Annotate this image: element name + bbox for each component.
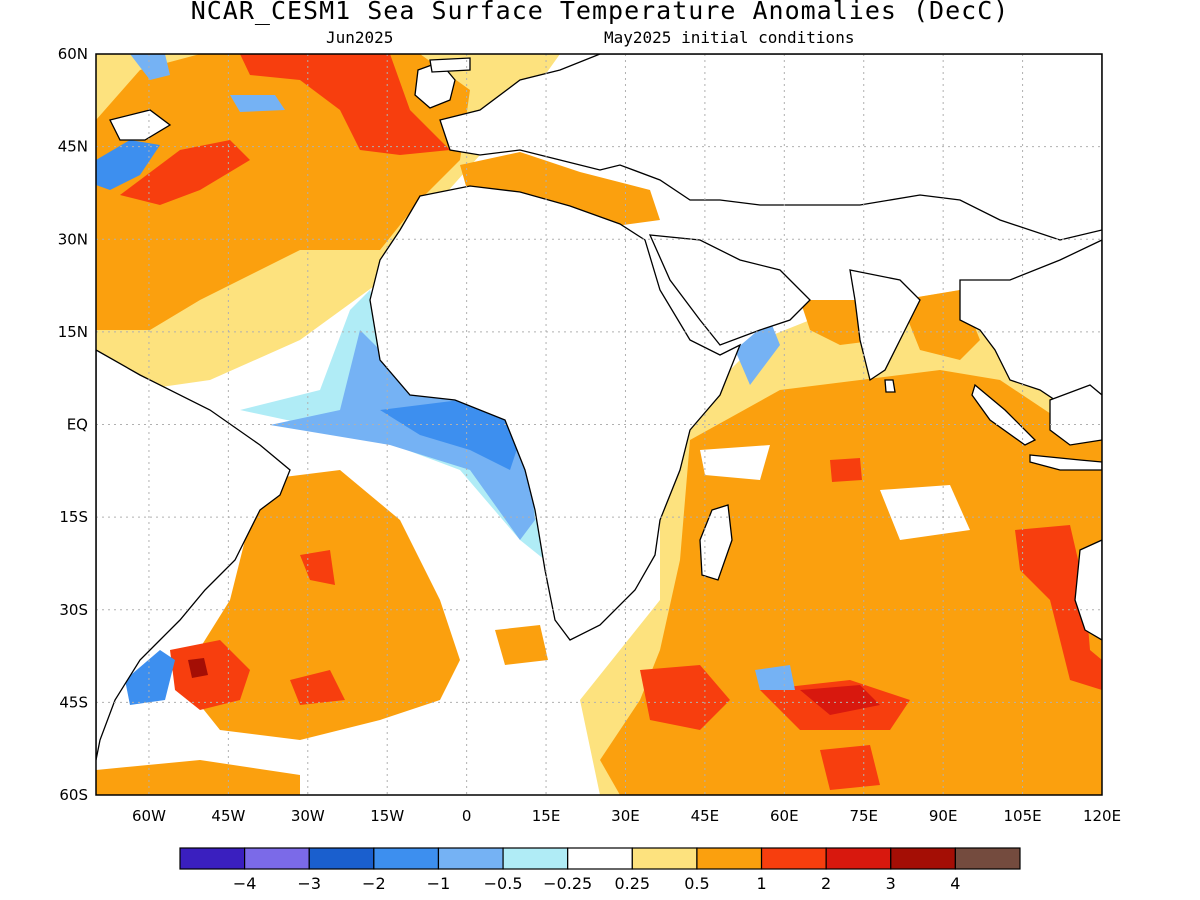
land-south-america (96, 349, 291, 761)
latitude-labels: 60N 45N 30N 15N EQ 15S 30S 45S 60S (58, 45, 88, 804)
colorbar-label: −0.5 (484, 874, 523, 893)
land-iceland (429, 57, 471, 73)
colorbar-swatch (308, 847, 375, 870)
anomaly-gulf-guinea-blue (380, 400, 520, 470)
forecast-month: Jun2025 (326, 28, 394, 47)
lon-label: 15W (370, 807, 404, 825)
lon-label: 45E (691, 807, 720, 825)
land-java (1029, 454, 1102, 471)
colorbar-swatch (373, 847, 440, 870)
anomaly-indian-red-2 (640, 665, 730, 730)
colorbar-label: −0.25 (543, 874, 592, 893)
colorbar-labels: −4 −3 −2 −1 −0.5 −0.25 0.25 0.5 1 2 3 4 (233, 874, 961, 893)
lon-label: 30E (611, 807, 640, 825)
land-sumatra (971, 383, 1037, 446)
lon-label: 0 (462, 807, 472, 825)
anomaly-north-light-blue (230, 95, 285, 112)
lat-label: 45N (58, 138, 88, 156)
chart-title: NCAR_CESM1 Sea Surface Temperature Anoma… (190, 0, 1010, 25)
anomaly-indian-white-2 (700, 445, 770, 480)
anomaly-south-atlantic-orange (180, 470, 460, 740)
anomaly-indian-blue-2 (735, 320, 780, 385)
initial-conditions: May2025 initial conditions (604, 28, 855, 47)
lon-label: 120E (1083, 807, 1121, 825)
anomaly-indian-red-4 (820, 745, 880, 790)
colorbar-swatch (760, 847, 827, 870)
land-australia (1074, 539, 1102, 641)
colorbar (179, 847, 1021, 870)
anomaly-gulfstream-red (120, 140, 250, 205)
colorbar-swatch (567, 847, 633, 870)
lon-label: 90E (929, 807, 958, 825)
colorbar-label: −1 (427, 874, 451, 893)
colorbar-label: 0.25 (614, 874, 650, 893)
anomaly-indian-dark-red (800, 685, 880, 715)
colorbar-swatch (631, 847, 698, 870)
land-madagascar (699, 504, 733, 581)
lon-label: 15E (532, 807, 561, 825)
colorbar-swatch (696, 847, 763, 870)
colorbar-label: −3 (297, 874, 321, 893)
lon-label: 60W (132, 807, 166, 825)
anomaly-north-atlantic-red (240, 54, 450, 155)
lat-label: 60S (59, 786, 88, 804)
colorbar-label: 4 (950, 874, 960, 893)
lat-label: 30N (58, 230, 88, 248)
land-sri-lanka (884, 379, 896, 393)
colorbar-swatch (244, 847, 310, 870)
colorbar-swatch (179, 847, 246, 870)
lon-label: 60E (770, 807, 799, 825)
anomaly-south-atlantic-maroon (188, 658, 208, 678)
lon-label: 75E (849, 807, 878, 825)
colorbar-label: −4 (233, 874, 257, 893)
anomaly-indian-red-1 (1015, 525, 1102, 690)
colorbar-label: −2 (362, 874, 386, 893)
lat-label: 60N (58, 45, 88, 63)
anomaly-indian-red-5 (830, 458, 862, 482)
lon-label: 105E (1004, 807, 1042, 825)
lon-label: 30W (291, 807, 325, 825)
lat-label: EQ (67, 416, 88, 434)
colorbar-swatch (502, 847, 569, 870)
anomaly-south-atlantic-red-3 (290, 670, 345, 705)
anomaly-labrador-light-blue (130, 54, 170, 80)
lat-label: 45S (59, 693, 88, 711)
anomaly-indian-white-1 (880, 485, 970, 540)
land-arabia (648, 234, 811, 346)
anomaly-south-atlantic-red-1 (170, 640, 250, 710)
anomaly-south-atlantic-red-2 (300, 550, 335, 585)
colorbar-label: 2 (821, 874, 831, 893)
lat-label: 15N (58, 323, 88, 341)
colorbar-label: 1 (756, 874, 766, 893)
colorbar-swatch (437, 847, 504, 870)
map-frame (95, 53, 1103, 796)
anomaly-cape-orange (495, 625, 548, 665)
anomaly-labrador-blue (96, 140, 160, 190)
anomaly-argentina-blue (125, 650, 175, 705)
colorbar-label: 0.5 (684, 874, 709, 893)
land-india (849, 269, 921, 382)
land-europe (439, 54, 1102, 241)
longitude-labels: 60W 45W 30W 15W 0 15E 30E 45E 60E 75E 90E 105E 120E (132, 807, 1121, 825)
lon-label: 45W (211, 807, 245, 825)
lat-label: 15S (59, 508, 88, 526)
anomaly-indian-blue-1 (755, 665, 795, 690)
colorbar-swatch (890, 847, 956, 870)
land-masses (96, 54, 1102, 761)
land-newfoundland (109, 109, 172, 141)
land-borneo (1049, 384, 1102, 446)
lat-label: 30S (59, 601, 88, 619)
land-africa (369, 185, 742, 641)
colorbar-label: 3 (886, 874, 896, 893)
anomaly-south-orange-bottom (96, 760, 300, 795)
colorbar-swatch (825, 847, 892, 870)
colorbar-swatch (954, 847, 1021, 870)
anomaly-tropical-atlantic-blue (270, 330, 535, 540)
